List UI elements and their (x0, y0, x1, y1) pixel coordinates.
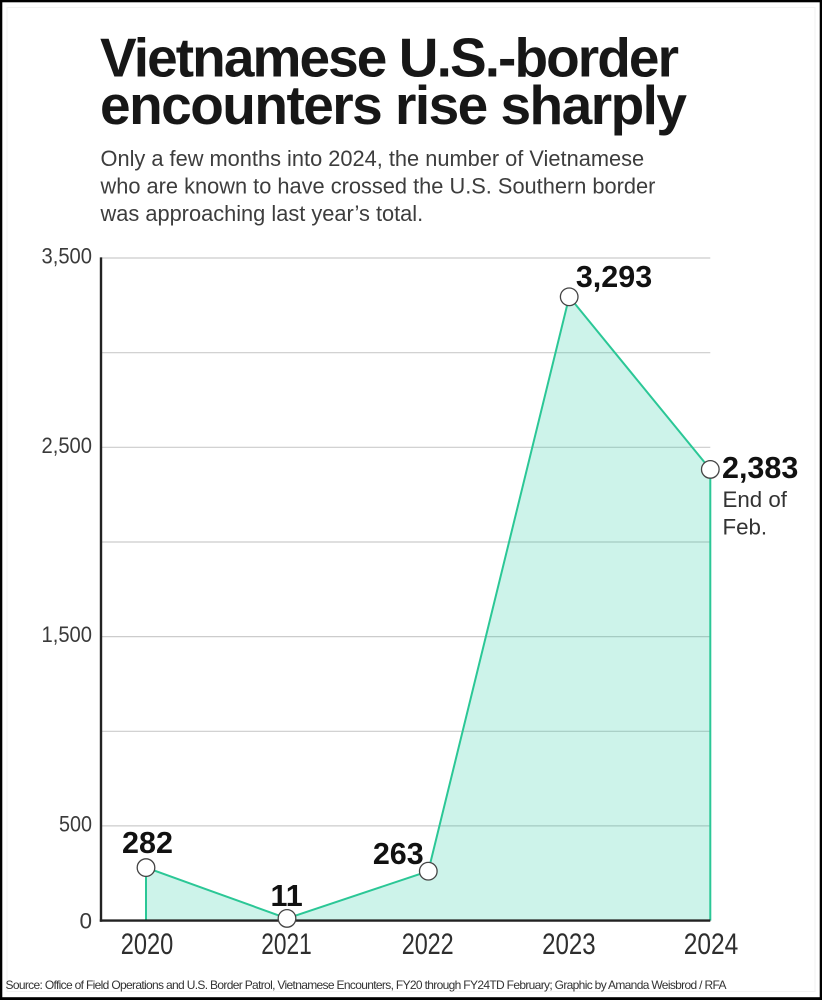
svg-text:3,293: 3,293 (576, 260, 652, 294)
svg-text:was approaching last year’s to: was approaching last year’s total. (100, 201, 424, 226)
svg-text:Vietnamese U.S.-border: Vietnamese U.S.-border (100, 26, 679, 88)
svg-text:2023: 2023 (542, 928, 596, 961)
svg-text:263: 263 (373, 837, 424, 871)
svg-text:2,500: 2,500 (42, 433, 93, 458)
svg-text:2022: 2022 (402, 928, 454, 961)
svg-text:2021: 2021 (261, 928, 312, 961)
svg-text:500: 500 (59, 812, 92, 837)
svg-text:1,500: 1,500 (42, 622, 93, 647)
svg-text:Only a few months into 2024, t: Only a few months into 2024, the number … (101, 146, 645, 171)
svg-text:2,383: 2,383 (722, 451, 798, 485)
svg-text:282: 282 (122, 826, 173, 860)
svg-text:3,500: 3,500 (42, 243, 93, 268)
svg-text:2024: 2024 (684, 928, 739, 961)
svg-text:encounters rise sharply: encounters rise sharply (100, 74, 687, 136)
svg-text:Source: Office of Field Operat: Source: Office of Field Operations and U… (6, 978, 727, 992)
svg-text:2020: 2020 (121, 928, 174, 961)
svg-text:End of: End of (723, 487, 788, 512)
svg-text:11: 11 (270, 879, 302, 913)
svg-text:who are known to have crossed: who are known to have crossed the U.S. S… (100, 174, 656, 199)
svg-text:Feb.: Feb. (723, 515, 768, 540)
svg-text:0: 0 (79, 908, 92, 933)
